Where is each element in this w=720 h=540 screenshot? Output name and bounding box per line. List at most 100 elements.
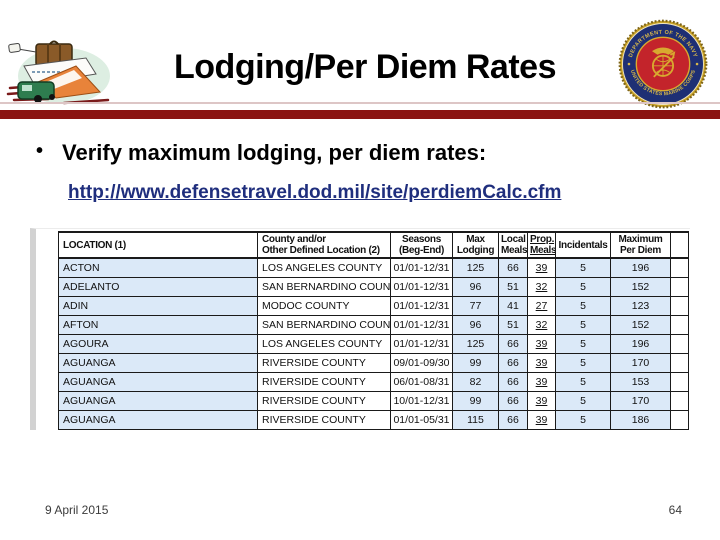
cell-cutoff <box>670 296 689 316</box>
cell-seasons: 01/01-12/31 <box>390 257 453 278</box>
perdiem-calc-link[interactable]: http://www.defensetravel.dod.mil/site/pe… <box>68 182 562 203</box>
cell-clipped <box>390 429 453 430</box>
slide-title: Lodging/Per Diem Rates <box>174 48 556 86</box>
header-max-per-diem: Maximum Per Diem <box>610 231 671 259</box>
cell-seasons: 06/01-08/31 <box>390 372 453 392</box>
header-county-line2: Other Defined Location (2) <box>262 245 380 256</box>
cell-location: ADIN <box>58 296 258 316</box>
per-diem-table-screenshot: LOCATION (1) County and/or Other Defined… <box>30 228 690 430</box>
cell-local-meals: 51 <box>498 315 528 335</box>
cell-seasons: 01/01-12/31 <box>390 315 453 335</box>
header-max-lodging: Max Lodging <box>452 231 499 259</box>
table-row: ACTON LOS ANGELES COUNTY 01/01-12/31 125… <box>58 257 689 278</box>
cell-cutoff <box>670 372 689 392</box>
header-local-meals-line2: Meals <box>501 245 528 256</box>
cell-seasons: 01/01-12/31 <box>390 296 453 316</box>
cell-county: LOS ANGELES COUNTY <box>257 334 391 354</box>
cell-incidentals: 5 <box>555 257 611 278</box>
table-row-clipped <box>58 429 689 430</box>
header-incidentals: Incidentals <box>555 231 611 259</box>
cell-location: AGUANGA <box>58 353 258 373</box>
cell-incidentals: 5 <box>555 372 611 392</box>
header-cutoff-column <box>670 231 689 259</box>
footer-date: 9 April 2015 <box>45 503 109 517</box>
cell-seasons: 01/01-05/31 <box>390 410 453 430</box>
cell-incidentals: 5 <box>555 410 611 430</box>
cell-incidentals: 5 <box>555 391 611 411</box>
cell-incidentals: 5 <box>555 296 611 316</box>
cell-cutoff <box>670 391 689 411</box>
table-row: ADELANTO SAN BERNARDINO COUNTY 01/01-12/… <box>58 277 689 297</box>
header-local-meals: Local Meals <box>498 231 528 259</box>
cell-seasons: 09/01-09/30 <box>390 353 453 373</box>
table-row: AGUANGA RIVERSIDE COUNTY 10/01-12/31 99 … <box>58 391 689 411</box>
cell-max-per-diem: 170 <box>610 391 671 411</box>
cell-local-meals: 66 <box>498 334 528 354</box>
header-seasons-line1: Seasons <box>401 234 442 245</box>
cell-local-meals: 66 <box>498 391 528 411</box>
table-header-row: LOCATION (1) County and/or Other Defined… <box>58 231 689 259</box>
cell-incidentals: 5 <box>555 315 611 335</box>
header-max-per-diem-line2: Per Diem <box>620 245 661 256</box>
header-local-meals-line1: Local <box>501 234 526 245</box>
header-max-lodging-line1: Max <box>466 234 485 245</box>
cell-max-lodging: 96 <box>452 315 499 335</box>
cell-clipped <box>527 429 556 430</box>
cell-local-meals: 66 <box>498 353 528 373</box>
cell-county: LOS ANGELES COUNTY <box>257 257 391 278</box>
table-row: AGUANGA RIVERSIDE COUNTY 01/01-05/31 115… <box>58 410 689 430</box>
header-location: LOCATION (1) <box>58 231 258 259</box>
cell-max-lodging: 99 <box>452 391 499 411</box>
cell-county: RIVERSIDE COUNTY <box>257 353 391 373</box>
cell-prop-meals: 27 <box>527 296 556 316</box>
cell-seasons: 01/01-12/31 <box>390 277 453 297</box>
cell-location: AGUANGA <box>58 391 258 411</box>
table-row: AGUANGA RIVERSIDE COUNTY 06/01-08/31 82 … <box>58 372 689 392</box>
cell-max-lodging: 99 <box>452 353 499 373</box>
cell-location: AGUANGA <box>58 410 258 430</box>
table-row: AGUANGA RIVERSIDE COUNTY 09/01-09/30 99 … <box>58 353 689 373</box>
cell-incidentals: 5 <box>555 334 611 354</box>
cell-county: SAN BERNARDINO COUNTY <box>257 277 391 297</box>
header-max-per-diem-line1: Maximum <box>618 234 663 245</box>
cell-cutoff <box>670 277 689 297</box>
cell-location: AGOURA <box>58 334 258 354</box>
cell-max-lodging: 125 <box>452 334 499 354</box>
cell-location: ADELANTO <box>58 277 258 297</box>
cell-max-per-diem: 186 <box>610 410 671 430</box>
table-row: ADIN MODOC COUNTY 01/01-12/31 77 41 27 5… <box>58 296 689 316</box>
cell-max-per-diem: 196 <box>610 257 671 278</box>
cell-county: SAN BERNARDINO COUNTY <box>257 315 391 335</box>
bullet-text: Verify maximum lodging, per diem rates: <box>62 140 487 165</box>
travel-montage-clipart <box>6 40 110 105</box>
table-row: AFTON SAN BERNARDINO COUNTY 01/01-12/31 … <box>58 315 689 335</box>
cell-local-meals: 66 <box>498 410 528 430</box>
usmc-navy-seal: DEPARTMENT OF THE NAVY UNITED STATES MAR… <box>618 19 708 109</box>
cell-seasons: 01/01-12/31 <box>390 334 453 354</box>
cell-max-per-diem: 170 <box>610 353 671 373</box>
header-max-lodging-line2: Lodging <box>456 245 495 256</box>
bullet-icon: • <box>36 140 44 162</box>
cell-max-per-diem: 152 <box>610 277 671 297</box>
cell-local-meals: 41 <box>498 296 528 316</box>
header-prop-meals-line1: Prop. <box>530 234 555 245</box>
header-divider-thin <box>0 102 720 104</box>
cell-cutoff <box>670 410 689 430</box>
cell-cutoff <box>670 353 689 373</box>
cell-max-per-diem: 196 <box>610 334 671 354</box>
cell-prop-meals: 39 <box>527 391 556 411</box>
cell-local-meals: 51 <box>498 277 528 297</box>
header-prop-meals-line2: Meals <box>530 245 556 256</box>
cell-clipped <box>452 429 499 430</box>
cell-max-lodging: 115 <box>452 410 499 430</box>
cell-prop-meals: 39 <box>527 410 556 430</box>
cell-location: AFTON <box>58 315 258 335</box>
cell-prop-meals: 32 <box>527 277 556 297</box>
cell-county: RIVERSIDE COUNTY <box>257 372 391 392</box>
cell-clipped <box>58 429 258 430</box>
header-seasons-line2: (Beg-End) <box>398 245 445 256</box>
cell-clipped <box>610 429 671 430</box>
slide-number: 64 <box>668 503 682 517</box>
cell-local-meals: 66 <box>498 257 528 278</box>
cell-county: RIVERSIDE COUNTY <box>257 410 391 430</box>
